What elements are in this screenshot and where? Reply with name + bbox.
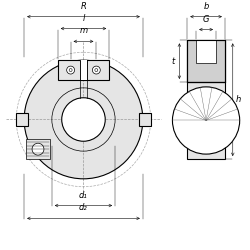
Circle shape [62,98,105,141]
Bar [16,112,28,126]
Circle shape [32,143,44,155]
Circle shape [92,66,100,74]
Circle shape [172,87,240,154]
Circle shape [69,68,72,71]
Bar [26,139,50,159]
Text: t: t [172,57,175,66]
Text: d₂: d₂ [79,204,88,212]
Text: m: m [80,26,88,36]
Text: l: l [82,14,85,22]
Bar [187,40,225,159]
Bar [187,40,225,82]
Bar [139,112,151,126]
Bar [187,40,225,82]
Text: b: b [204,2,209,11]
Circle shape [24,60,143,179]
Bar [196,40,216,63]
Text: d₁: d₁ [79,190,88,200]
Bar [80,60,87,80]
Text: R: R [80,2,86,11]
Text: G: G [203,14,209,24]
Bar [58,60,109,80]
Circle shape [67,66,74,74]
Circle shape [95,68,98,71]
Text: h: h [236,95,241,104]
